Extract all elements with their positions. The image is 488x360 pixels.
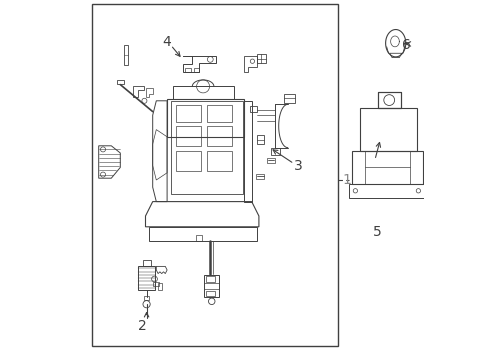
Text: 5: 5 [372,225,381,239]
Bar [152,282,159,286]
Bar [257,54,265,63]
Bar [271,148,280,155]
Bar [249,106,257,112]
Bar [266,158,274,163]
Text: 3: 3 [293,159,302,173]
Bar [144,296,148,300]
Bar [205,291,215,296]
Bar [257,135,263,144]
Bar [117,80,123,84]
Bar [176,151,201,171]
Bar [176,105,201,122]
Bar [206,105,231,122]
Bar [284,94,294,103]
Bar [91,4,337,346]
Bar [205,276,215,282]
Bar [206,151,231,171]
Text: 1: 1 [342,173,351,187]
Bar [176,126,201,146]
Bar [206,126,231,146]
Bar [194,68,199,72]
Bar [158,283,162,290]
Bar [138,266,154,290]
Text: 6: 6 [401,38,410,52]
Bar [123,45,128,65]
Bar [142,260,151,266]
Bar [196,235,202,241]
Text: 2: 2 [137,319,146,333]
Text: 4: 4 [163,36,171,49]
Bar [255,174,263,179]
Bar [185,68,190,72]
Bar [377,92,400,108]
